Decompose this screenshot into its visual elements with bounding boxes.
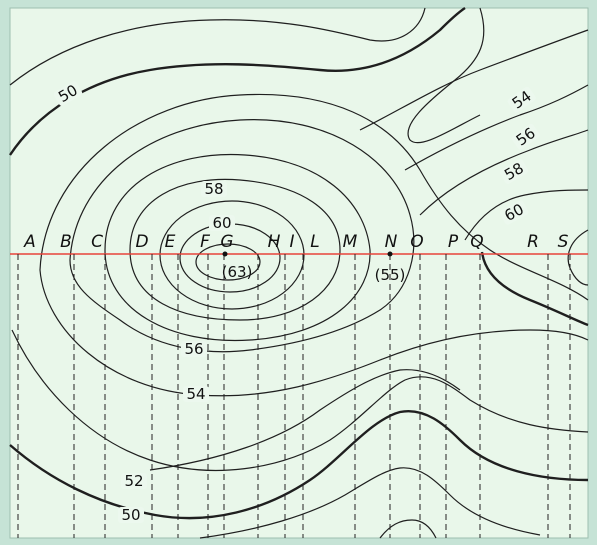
svg-text:56: 56: [184, 340, 203, 358]
contour-50-lower: [9, 409, 589, 520]
letter-o: O: [410, 232, 423, 252]
spot-n-dot: [387, 251, 393, 257]
contour-label-56-7: 56: [181, 340, 207, 358]
letter-d: D: [135, 232, 148, 252]
map-area: [9, 7, 589, 539]
svg-text:54: 54: [186, 385, 205, 403]
svg-text:52: 52: [124, 472, 143, 490]
letter-e: E: [165, 232, 176, 252]
spot-g-dot: [222, 251, 228, 257]
contour-57-hill: [104, 153, 371, 342]
letter-b: B: [60, 232, 72, 252]
letter-r: R: [527, 232, 539, 252]
contour-54: [39, 93, 589, 301]
contour-52-upper: [9, 7, 426, 86]
letter-a: A: [23, 232, 36, 252]
contour-56-right: [404, 84, 589, 171]
spot-heights: (63) (55): [222, 251, 406, 284]
contour-46: [379, 519, 437, 539]
letter-g: G: [220, 232, 233, 252]
contour-label-52-9: 52: [121, 472, 147, 490]
letter-n: N: [385, 232, 398, 252]
contour-label-50-10: 50: [118, 506, 144, 524]
contour-50-top: [9, 7, 466, 156]
letter-m: M: [343, 232, 358, 252]
contour-60-right: [464, 189, 589, 241]
svg-text:60: 60: [212, 214, 231, 232]
contour-52-b: [149, 369, 461, 471]
letter-q: Q: [470, 232, 483, 252]
svg-text:50: 50: [121, 506, 140, 524]
contour-56: [69, 119, 415, 353]
contour-lines: [9, 7, 589, 539]
letter-h: H: [268, 232, 281, 252]
contour-58-hill: [129, 178, 341, 321]
contour-hill-63: [195, 243, 261, 281]
contour-label-54-8: 54: [183, 385, 209, 403]
letter-c: C: [91, 232, 103, 252]
contour-label-60-6: 60: [209, 214, 235, 232]
letter-s: S: [558, 232, 569, 252]
contour-50-right: [480, 251, 589, 327]
letter-l: L: [310, 232, 319, 252]
contour-52: [11, 329, 589, 472]
contour-48: [199, 467, 541, 539]
spot-height-0: (63): [222, 263, 253, 281]
contour-upper-right-a: [407, 7, 485, 144]
contour-hill-60: [159, 200, 305, 310]
contour-54-lower: [39, 269, 589, 397]
letter-i: I: [289, 232, 294, 252]
contour-54-right: [359, 29, 589, 131]
letter-f: F: [200, 232, 210, 252]
letter-p: P: [448, 232, 459, 252]
spot-height-1: (55): [375, 266, 406, 284]
contour-label-58-5: 58: [201, 180, 227, 198]
svg-text:58: 58: [204, 180, 223, 198]
contour-58-right: [419, 129, 589, 216]
